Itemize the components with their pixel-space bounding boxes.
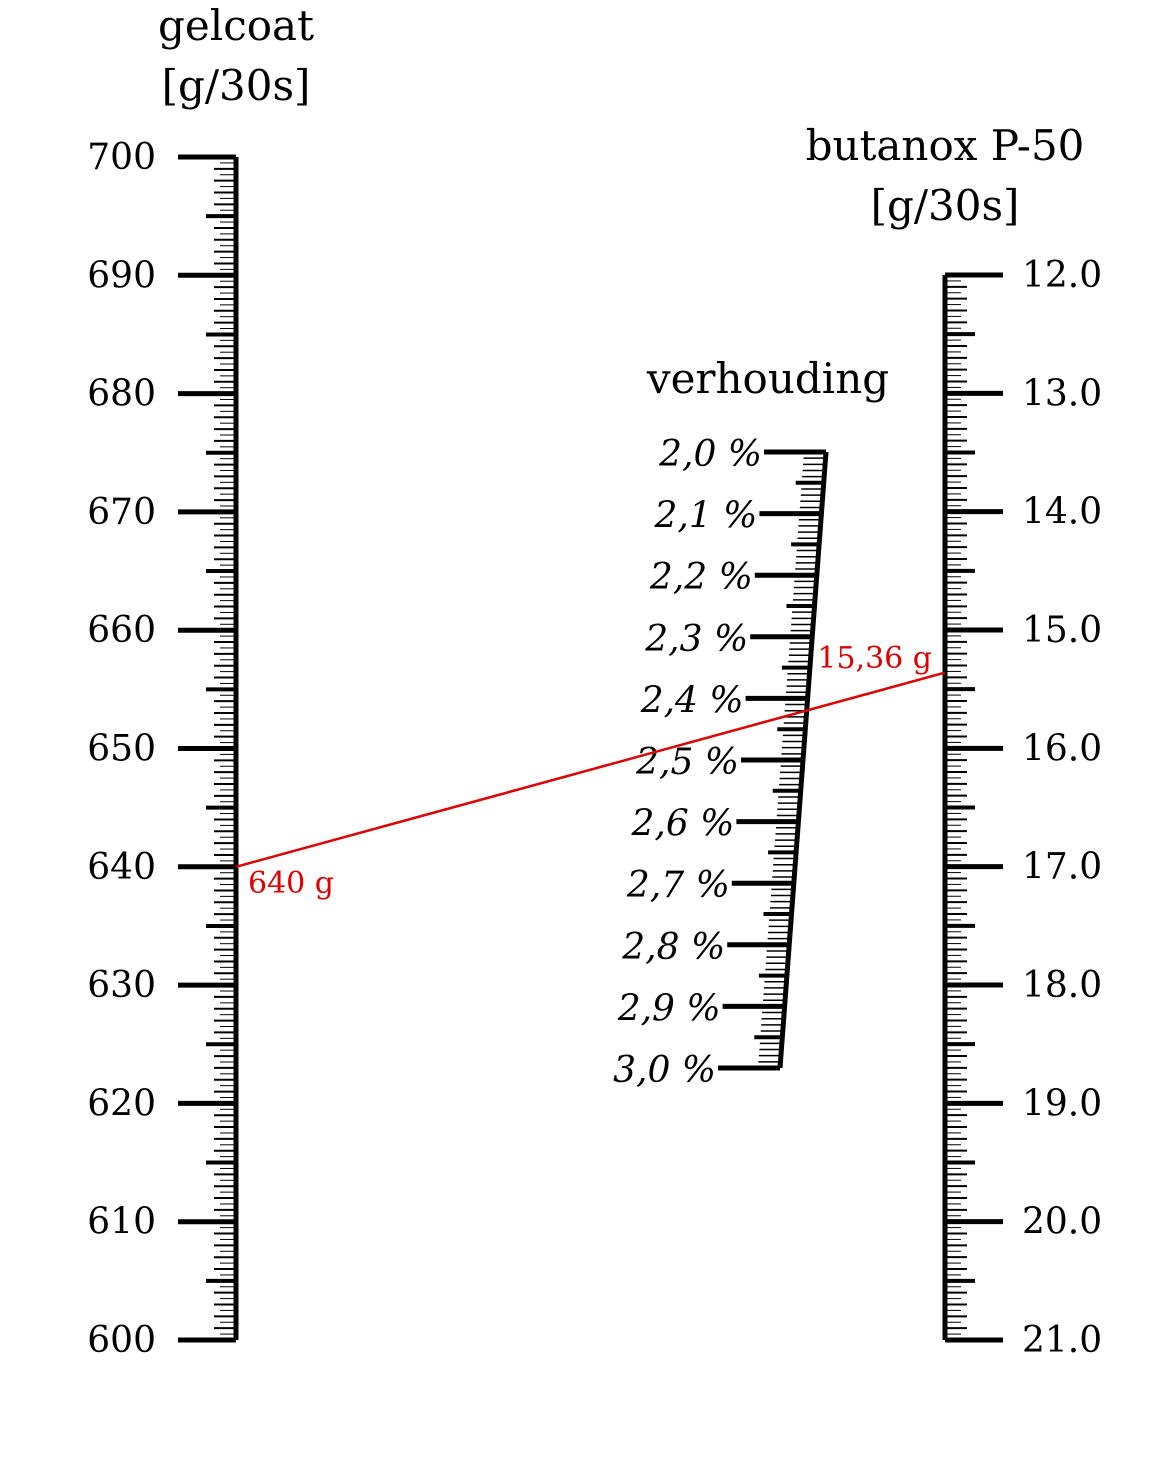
ratio-tick-label: 2,7 % — [626, 865, 730, 906]
ratio-tick-label: 2,5 % — [635, 742, 739, 783]
gelcoat-tick-label: 670 — [87, 492, 156, 533]
ratio-tick-label: 2,9 % — [617, 988, 721, 1029]
gelcoat-value-label: 640 g — [248, 866, 334, 901]
gelcoat-title: gelcoat — [158, 1, 314, 50]
ratio-tick-label: 2,4 % — [640, 680, 744, 721]
butanox-tick-label: 18.0 — [1022, 965, 1102, 1006]
ratio-tick-label: 2,3 % — [644, 619, 748, 660]
ratio-title: verhouding — [646, 354, 889, 403]
isopleth-line — [235, 671, 946, 869]
ratio-ticks — [718, 449, 826, 1071]
gelcoat-tick-label: 650 — [87, 729, 156, 770]
gelcoat-tick-labels: 700 690 680 670 660 650 640 630 620 610 600 — [87, 137, 156, 1361]
butanox-tick-label: 20.0 — [1022, 1202, 1102, 1243]
ratio-tick-label: 2,1 % — [653, 496, 757, 537]
gelcoat-tick-label: 610 — [87, 1202, 156, 1243]
gelcoat-tick-label: 660 — [87, 610, 156, 651]
ratio-tick-label: 2,8 % — [621, 927, 725, 968]
gelcoat-tick-label: 630 — [87, 965, 156, 1006]
gelcoat-unit: [g/30s] — [162, 61, 311, 110]
ratio-tick-label: 3,0 % — [613, 1050, 716, 1091]
gelcoat-tick-label: 600 — [87, 1320, 156, 1361]
butanox-tick-label: 21.0 — [1022, 1320, 1102, 1361]
ratio-tick-label: 2,2 % — [649, 557, 753, 598]
isopleth: 640 g 15,36 g — [235, 641, 946, 901]
gelcoat-ticks — [178, 154, 236, 1343]
butanox-axis: butanox P-50 [g/30s] 12.0 13.0 14.0 15.0 16.… — [806, 121, 1103, 1361]
butanox-tick-label: 14.0 — [1022, 492, 1102, 533]
gelcoat-tick-label: 700 — [87, 137, 156, 178]
butanox-unit: [g/30s] — [871, 181, 1020, 230]
butanox-tick-label: 12.0 — [1022, 255, 1102, 296]
butanox-tick-label: 16.0 — [1022, 728, 1102, 769]
gelcoat-tick-label: 680 — [87, 374, 156, 415]
ratio-tick-labels: 2,0 % 2,1 % 2,2 % 2,3 % 2,4 % 2,5 % 2,6 % 2,7 %… — [613, 434, 762, 1091]
ratio-axis: verhouding 2,0 % 2,1 % 2,2 % 2,3 % 2,4 % 2,5 … — [613, 354, 889, 1091]
butanox-tick-label: 13.0 — [1022, 373, 1102, 414]
ratio-tick-label: 2,6 % — [630, 804, 734, 845]
gelcoat-tick-label: 640 — [87, 847, 156, 888]
butanox-tick-labels: 12.0 13.0 14.0 15.0 16.0 17.0 18.0 19.0 20.0 21.0 — [1022, 255, 1102, 1361]
butanox-ticks — [945, 272, 1003, 1343]
gelcoat-tick-label: 620 — [87, 1083, 156, 1124]
butanox-tick-label: 19.0 — [1022, 1083, 1102, 1124]
butanox-title: butanox P-50 — [806, 121, 1085, 170]
ratio-tick-label: 2,0 % — [658, 434, 762, 475]
butanox-value-label: 15,36 g — [817, 641, 932, 676]
butanox-tick-label: 17.0 — [1022, 847, 1102, 888]
gelcoat-tick-label: 690 — [87, 255, 156, 296]
butanox-tick-label: 15.0 — [1022, 610, 1102, 651]
gelcoat-axis: gelcoat [g/30s] 700 690 680 670 660 650 640 630… — [87, 1, 314, 1361]
